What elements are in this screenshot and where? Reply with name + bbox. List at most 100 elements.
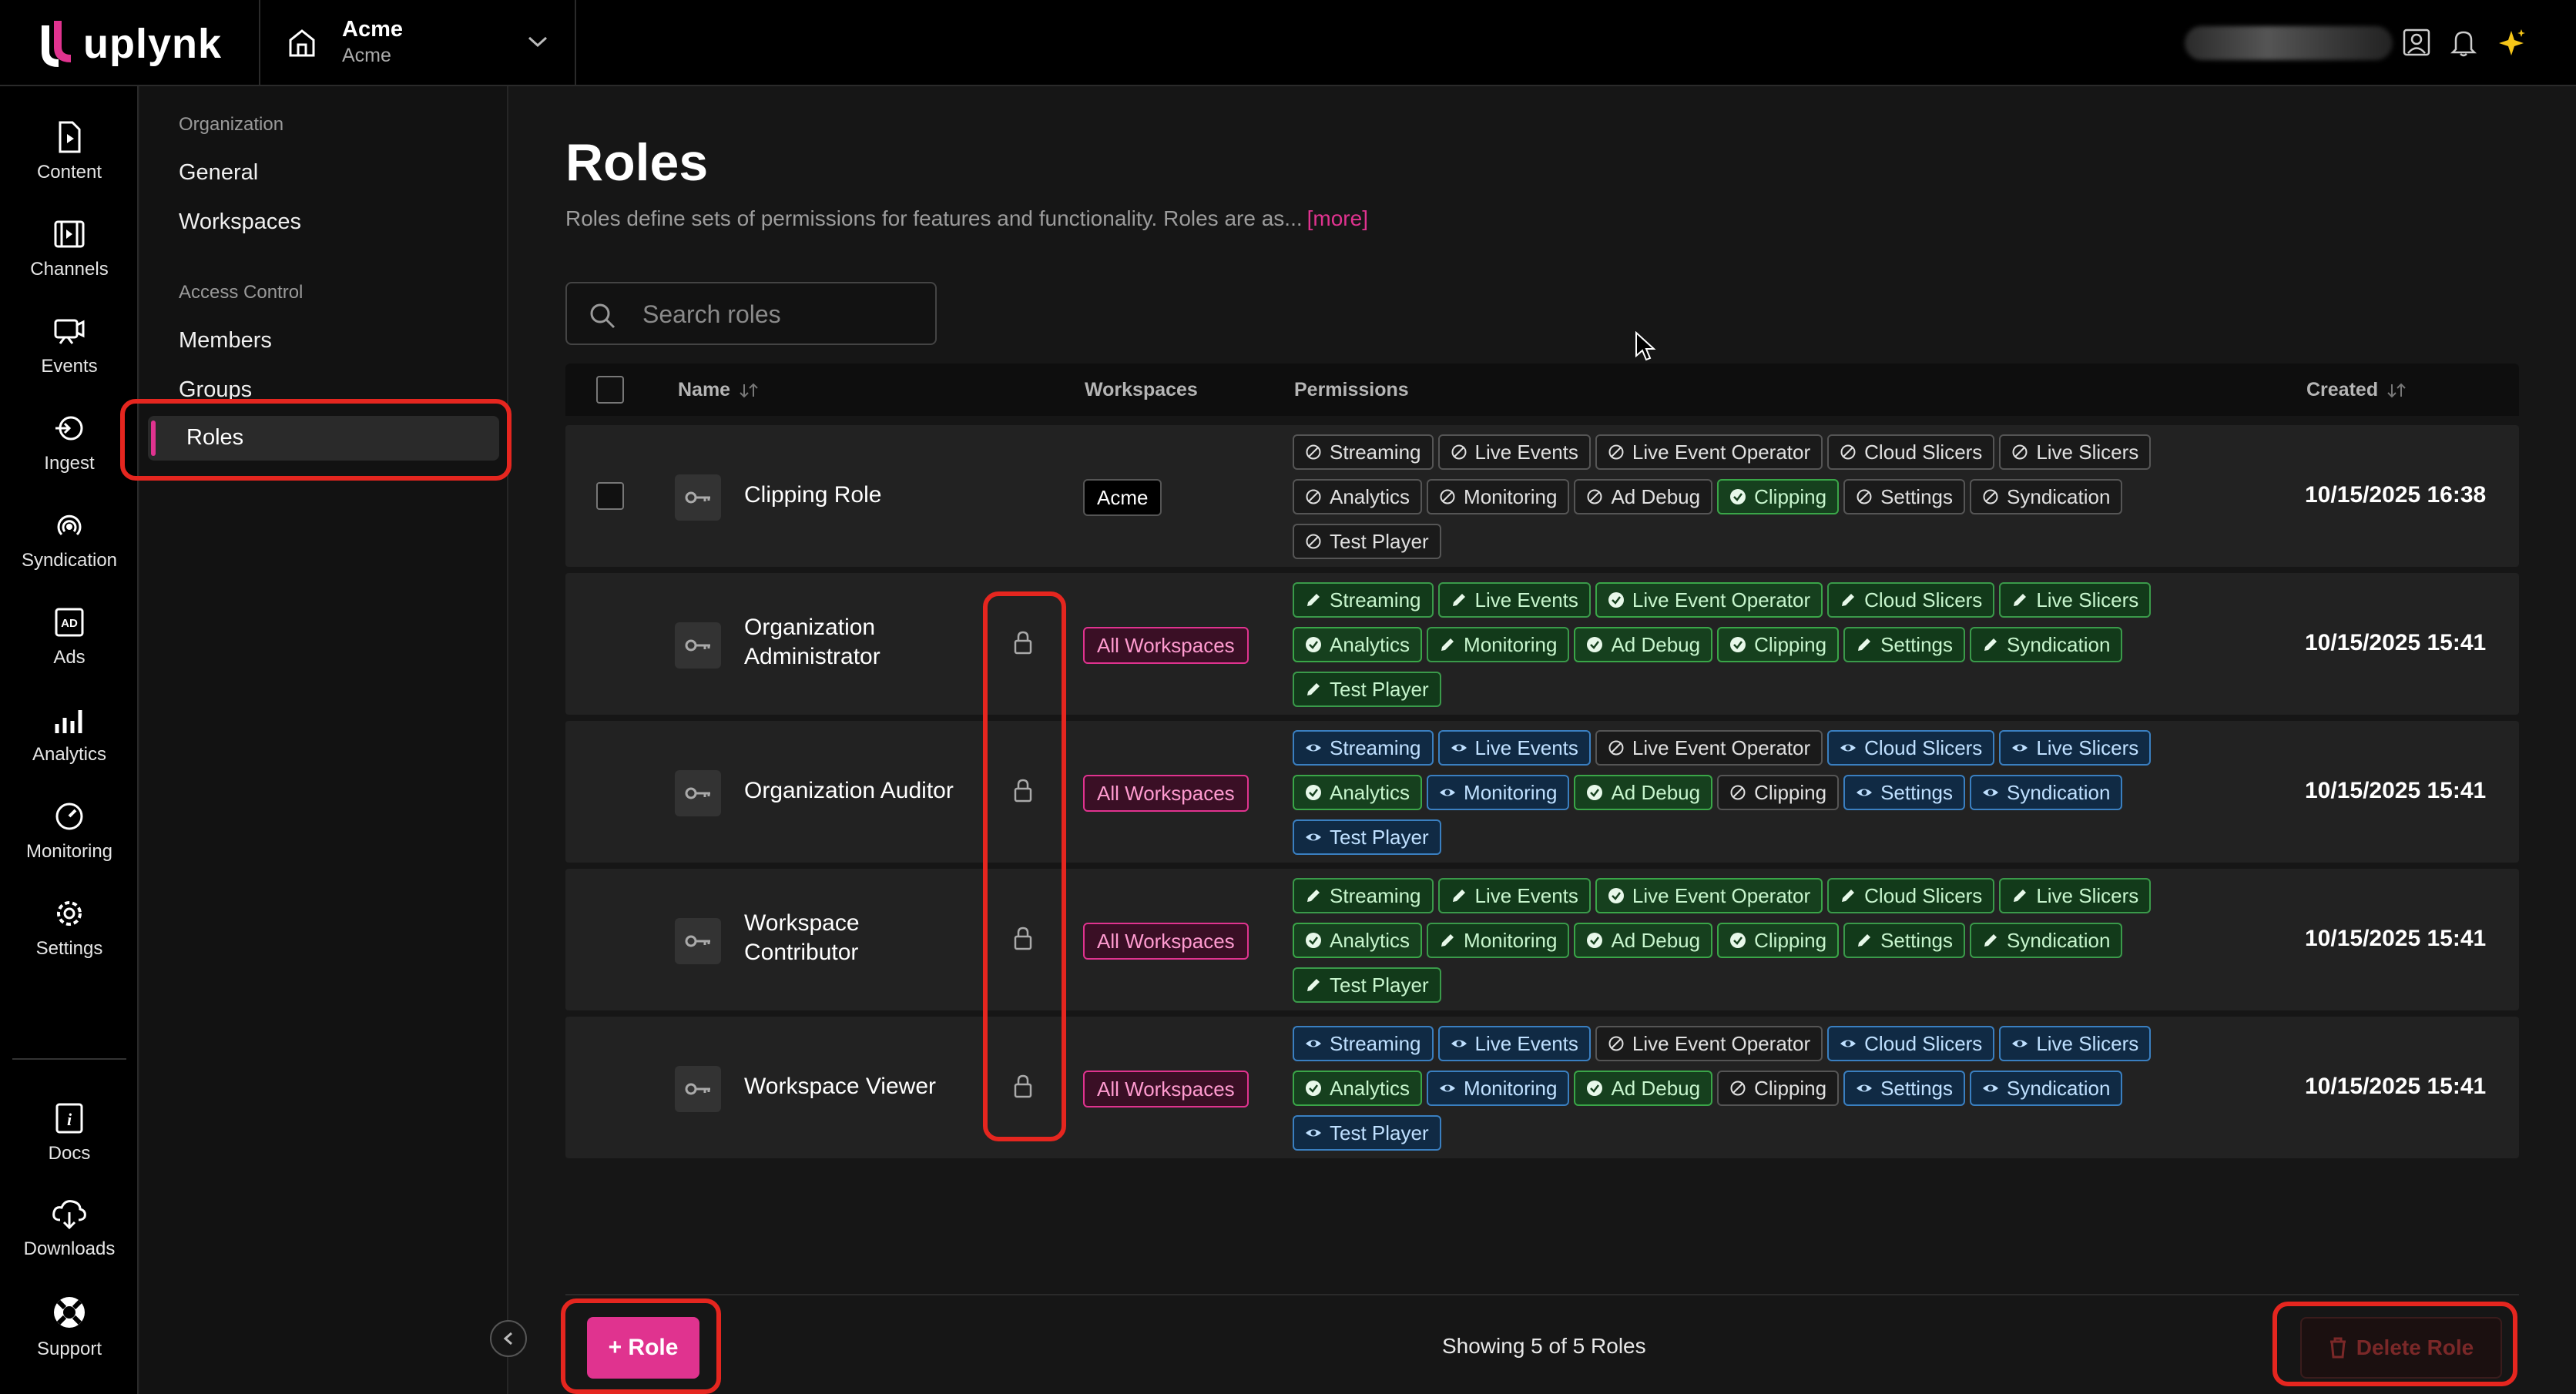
nav-settings[interactable]: Settings [0,881,139,973]
subnav-item-groups[interactable]: Groups [179,377,253,402]
role-name[interactable]: Organization Administrator [744,615,880,669]
nav-events[interactable]: Events [0,299,139,391]
permission-badge: Live Slicers [1999,878,2152,913]
nav-downloads[interactable]: Downloads [0,1181,139,1274]
permission-label: Live Event Operator [1632,884,1811,907]
permission-label: Test Player [1330,678,1429,701]
nav-events-label: Events [41,356,98,377]
settings-sidebar: Organization General Workspaces Access C… [140,86,508,1394]
search-input[interactable] [641,296,918,333]
permission-badge: Ad Debug [1574,627,1713,662]
nav-docs[interactable]: i Docs [0,1086,139,1178]
permission-label: Settings [1880,1077,1954,1100]
key-icon [675,622,721,669]
eye-icon [1306,744,1321,752]
more-link[interactable]: [more] [1306,206,1368,230]
no-access-icon [1608,740,1624,756]
eye-icon [1840,1040,1857,1047]
permission-badge: Ad Debug [1574,479,1713,514]
nav-channels[interactable]: Channels [0,202,139,294]
no-access-icon [1587,489,1602,504]
bell-icon[interactable] [2450,28,2477,57]
nav-ingest[interactable]: Ingest [0,396,139,488]
permission-label: Streaming [1330,588,1421,612]
permission-badge: Streaming [1293,730,1434,766]
key-icon [675,474,721,521]
section-label-access-control: Access Control [179,282,304,303]
permission-badge: Syndication [1970,775,2123,810]
permission-badge: Cloud Slicers [1827,582,1995,618]
permission-label: Ad Debug [1611,929,1701,952]
eye-icon [1983,789,1999,796]
eye-icon [1440,789,1456,796]
table-row[interactable]: Workspace Contributor All Workspaces Strea… [565,869,2519,1010]
subnav-item-roles[interactable]: Roles [148,416,499,461]
permission-badge: Monitoring [1427,1071,1570,1106]
role-name[interactable]: Organization Auditor [744,778,954,803]
collapse-sidebar-button[interactable] [490,1320,527,1357]
pencil-icon [2014,594,2027,606]
column-header-name[interactable]: Name [678,379,760,401]
table-row[interactable]: Clipping Role Acme Streaming Live Events Liv… [565,425,2519,567]
uplynk-logo[interactable]: uplynk [39,17,222,71]
lock-icon [1014,1074,1032,1098]
table-row[interactable]: Organization Auditor All Workspaces Stream… [565,721,2519,863]
subnav-item-general[interactable]: General [179,160,259,185]
permission-label: Clipping [1754,485,1827,508]
permission-badge: Settings [1843,923,1966,958]
sparkle-icon[interactable] [2496,28,2527,59]
column-header-created[interactable]: Created [2306,379,2407,401]
table-footer: + Role Showing 5 of 5 Roles Delete Role [565,1294,2519,1394]
workspace-tag: All Workspaces [1083,775,1249,812]
no-access-icon [1306,444,1321,460]
role-name[interactable]: Workspace Viewer [744,1074,936,1099]
row-checkbox[interactable] [596,482,624,510]
select-all-checkbox[interactable] [596,376,624,404]
permission-badge: Test Player [1293,1115,1441,1151]
permissions-list: Streaming Live Events Live Event Operator C… [1293,730,2171,855]
building-icon [289,29,315,57]
nav-support[interactable]: Support [0,1278,139,1371]
permission-label: Settings [1880,633,1954,656]
nav-content[interactable]: Content [0,105,139,197]
permission-label: Live Events [1474,736,1578,759]
permission-badge: Ad Debug [1574,1071,1713,1106]
delete-role-button[interactable]: Delete Role [2300,1317,2502,1379]
role-name[interactable]: Clipping Role [744,482,882,508]
permission-badge: Cloud Slicers [1827,1026,1995,1061]
subnav-item-workspaces[interactable]: Workspaces [179,209,302,234]
row-count: Showing 5 of 5 Roles [1442,1334,1646,1358]
pencil-icon [1307,594,1320,606]
add-role-button[interactable]: + Role [587,1317,699,1379]
pencil-icon [1307,890,1320,902]
check-circle-icon [1608,592,1624,608]
table-row[interactable]: Workspace Viewer All Workspaces Streaming L… [565,1017,2519,1158]
pencil-icon [1842,594,1855,606]
permission-label: Analytics [1330,633,1410,656]
check-circle-icon [1587,1081,1603,1096]
nav-docs-label: Docs [48,1143,91,1164]
table-row[interactable]: Organization Administrator All Workspaces… [565,573,2519,715]
content-file-icon [59,121,81,153]
role-name[interactable]: Workspace Contributor [744,910,860,965]
permission-badge: Monitoring [1427,627,1570,662]
check-circle-icon [1587,785,1603,800]
nav-ads[interactable]: AD Ads [0,590,139,682]
lifebuoy-icon [54,1297,85,1328]
uplynk-logo-mark-icon [42,21,71,67]
nav-analytics[interactable]: Analytics [0,687,139,779]
subnav-item-members[interactable]: Members [179,328,272,353]
ingest-icon [55,416,83,441]
permission-badge: Streaming [1293,434,1434,470]
no-access-icon [1608,1036,1624,1051]
no-access-icon [1608,444,1624,460]
permission-badge: Analytics [1293,1071,1423,1106]
organization-switcher[interactable]: Acme Acme [259,0,576,86]
nav-syndication[interactable]: Syndication [0,493,139,585]
nav-monitoring[interactable]: Monitoring [0,784,139,876]
permission-label: Live Events [1474,1032,1578,1055]
permission-label: Live Slicers [2036,884,2139,907]
permission-label: Settings [1880,929,1954,952]
column-header-created-label: Created [2306,379,2379,400]
profile-icon[interactable] [2402,28,2431,57]
